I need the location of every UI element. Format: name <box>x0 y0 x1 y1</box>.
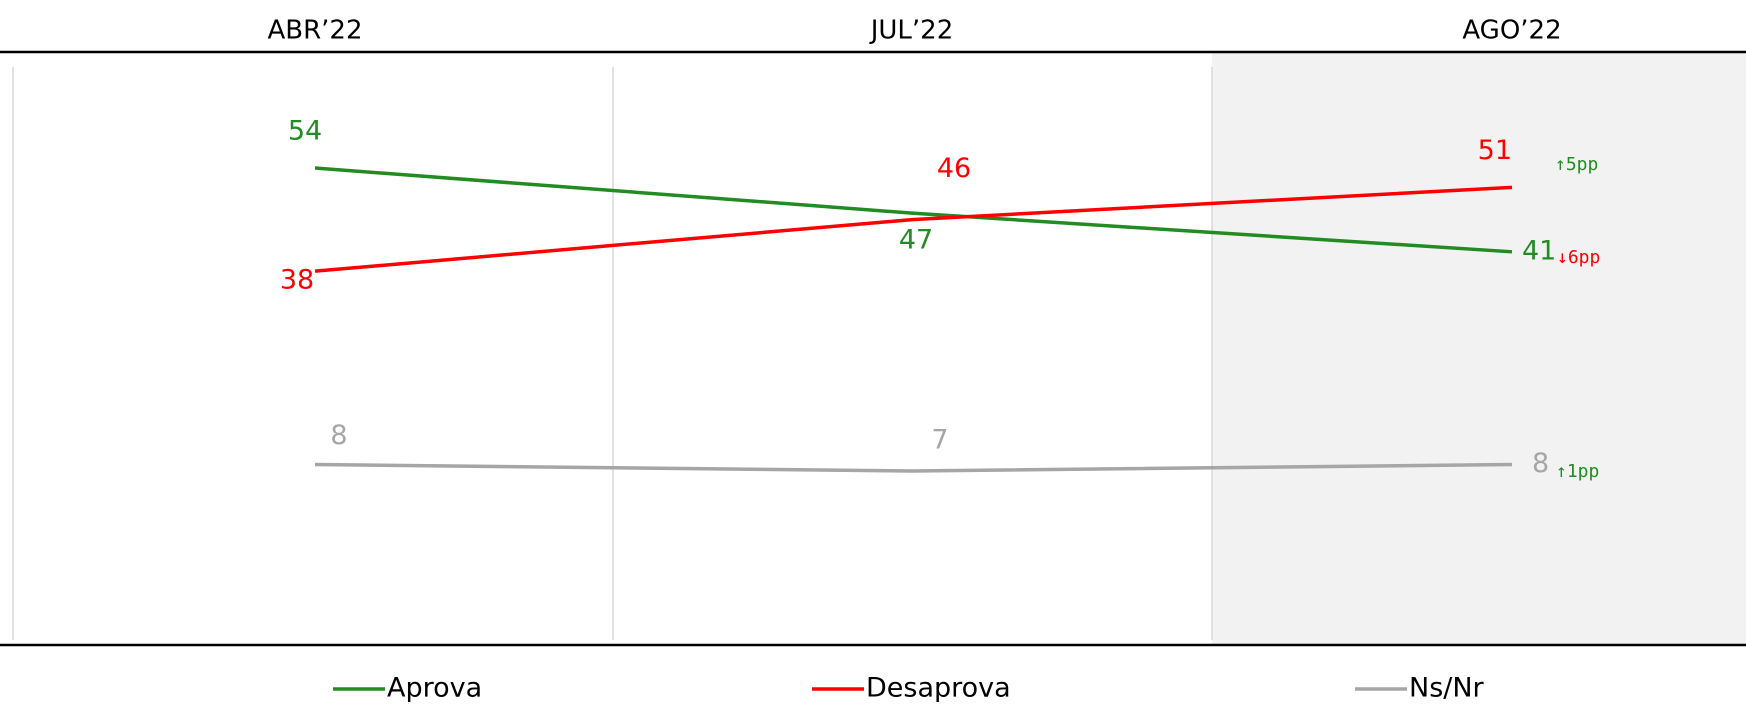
legend-label: Ns/Nr <box>1409 673 1485 704</box>
data-label: 46 <box>937 153 971 184</box>
legend-label: Aprova <box>387 673 482 704</box>
data-label: 51 <box>1478 135 1512 166</box>
x-category-label: AGO’22 <box>1462 16 1561 46</box>
x-category-label: ABR’22 <box>267 16 362 46</box>
data-label: 8 <box>1532 448 1549 479</box>
data-label: 47 <box>899 225 933 256</box>
data-label: 8 <box>330 420 347 451</box>
series-line <box>314 462 1513 473</box>
data-label: 41 <box>1522 235 1556 266</box>
change-annotation: ↓6pp <box>1557 247 1600 268</box>
series-line <box>314 185 1513 273</box>
x-category-label: JUL’22 <box>869 16 954 46</box>
data-label: 54 <box>288 116 322 147</box>
highlight-column <box>1212 52 1746 645</box>
series-line <box>314 166 1513 254</box>
change-annotation: ↑5pp <box>1555 154 1598 175</box>
change-annotation: ↑1pp <box>1556 461 1599 482</box>
legend-label: Desaprova <box>866 673 1011 704</box>
data-label: 38 <box>280 265 314 296</box>
data-label: 7 <box>931 424 948 455</box>
